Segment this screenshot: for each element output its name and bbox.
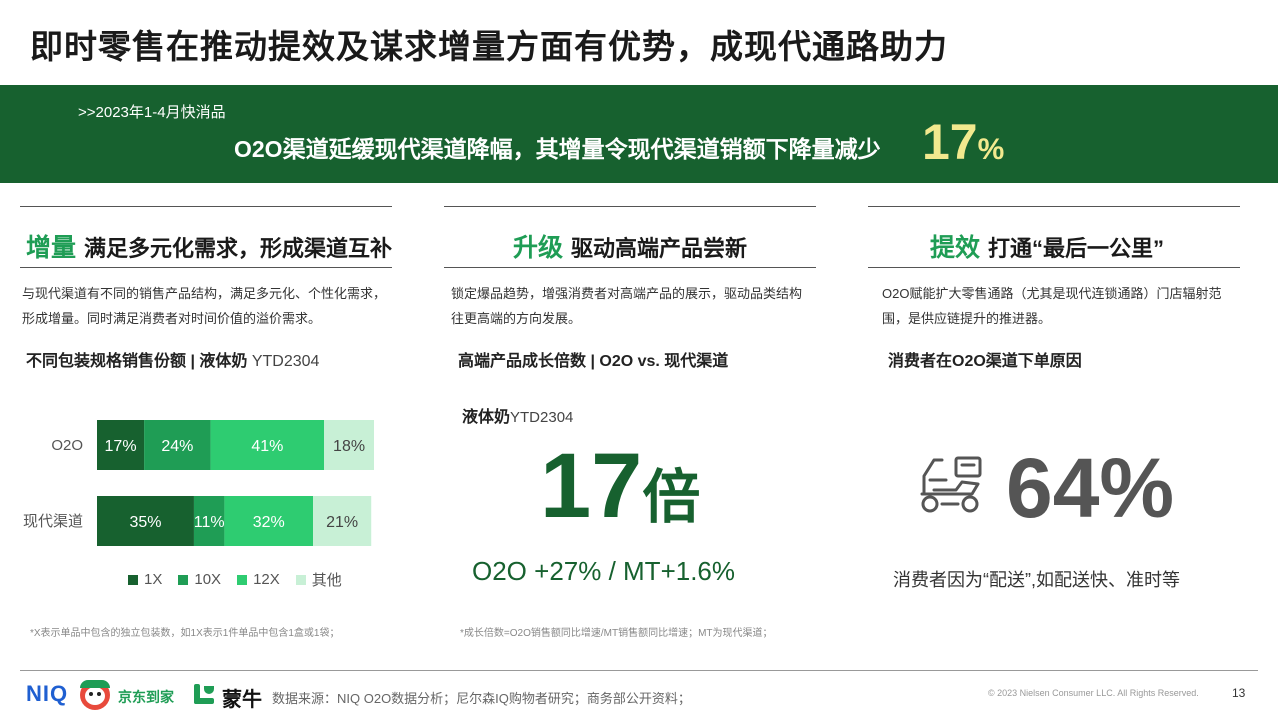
col2-top-rule [444, 206, 816, 207]
col1-top-rule [20, 206, 392, 207]
col1-footnote: *X表示单品中包含的独立包装数，如1X表示1件单品中包含1盒或1袋； [30, 628, 340, 639]
data-label: 32% [253, 514, 285, 531]
mengniu-logo: 蒙牛 [222, 689, 262, 711]
bar-segment [324, 420, 374, 470]
col2-footnote: *成长倍数=O2O销售额同比增速/MT销售额同比增速；MT为现代渠道； [460, 628, 773, 639]
data-label: 17% [105, 438, 137, 455]
col2-product-name: 液体奶 [462, 409, 511, 426]
bar-segment [313, 496, 372, 546]
legend-label: 其他 [311, 572, 342, 589]
col3-top-rule [868, 206, 1240, 207]
col3-heading: 提效 打通“最后一公里” [930, 228, 1164, 264]
col2-chart-title: 高端产品成长倍数 | O2O vs. 现代渠道 [458, 353, 729, 370]
col1-chart-title-period: YTD2304 [247, 353, 320, 370]
col1-bottom-rule [20, 267, 392, 268]
data-source: 数据来源：NIQ O2O数据分析；尼尔森IQ购物者研究；商务部公开资料； [272, 691, 691, 706]
headline-banner [0, 85, 1278, 183]
delivery-scooter-icon [920, 456, 982, 513]
growth-multiple-unit: 倍 [642, 465, 701, 530]
footer-rule [20, 670, 1258, 671]
legend-swatch [128, 574, 138, 585]
data-label: 35% [129, 514, 161, 531]
col3-keyword: 提效 [930, 234, 981, 262]
data-label: 21% [326, 514, 358, 531]
legend-swatch [237, 574, 248, 585]
chart-bars: O2O 17% 24% 41% 18% 现代渠道 35% 11% 32% 21% [23, 420, 374, 546]
legend-label: 1X [144, 571, 163, 588]
banner-subtitle: >>2023年1-4月快消品 [78, 104, 226, 121]
legend-swatch [295, 574, 306, 585]
col2-heading-text: 驱动高端产品尝新 [571, 236, 748, 261]
delivery-reason-percentage: 64% [1006, 441, 1175, 535]
category-label: 现代渠道 [23, 513, 83, 530]
col1-heading: 增量 满足多元化需求，形成渠道互补 [26, 228, 392, 264]
growth-multiple: 17倍 [540, 436, 700, 548]
jd-daojia-mascot-icon [80, 680, 110, 710]
legend-swatch [178, 574, 189, 585]
growth-multiple-number: 17 [540, 435, 643, 537]
page-title: 即时零售在推动提效及谋求增量方面有优势，成现代通路助力 [30, 28, 948, 65]
bar-segment [210, 420, 325, 470]
bar-segment [144, 420, 211, 470]
stacked-bar-chart: O2O 17% 24% 41% 18% 现代渠道 35% 11% 32% 21% [23, 420, 374, 546]
col1-heading-text: 满足多元化需求，形成渠道互补 [84, 236, 393, 261]
legend-item: 12X [237, 571, 280, 588]
banner-pct-number: 17 [922, 114, 978, 170]
col3-bottom-rule [868, 267, 1240, 268]
col1-chart-title: 不同包装规格销售份额 | 液体奶 YTD2304 [26, 347, 319, 371]
growth-comparison: O2O +27% / MT+1.6% [472, 556, 736, 586]
category-label: O2O [51, 437, 83, 454]
niq-logo: NIQ [26, 681, 69, 706]
col2-bottom-rule [444, 267, 816, 268]
legend-label: 12X [253, 571, 280, 588]
data-label: 41% [251, 438, 283, 455]
banner-headline: O2O渠道延缓现代渠道降幅，其增量令现代渠道销额下降量减少 [234, 136, 881, 162]
col2-keyword: 升级 [513, 234, 564, 262]
col3-description: O2O赋能扩大零售通路（尤其是现代连锁通路）门店辐射范围，是供应链提升的推进器。 [882, 286, 1222, 326]
copyright: © 2023 Nielsen Consumer LLC. All Rights … [988, 688, 1199, 698]
data-label: 24% [161, 438, 193, 455]
bar-segment [97, 496, 194, 546]
bar-segment [193, 496, 225, 546]
bar-segment [224, 496, 314, 546]
legend-item: 10X [178, 571, 221, 588]
col1-keyword: 增量 [26, 234, 77, 262]
col1-chart-title-bold: 不同包装规格销售份额 | 液体奶 [26, 353, 248, 370]
data-label: 18% [333, 438, 365, 455]
jd-daojia-logo: 京东到家 [118, 689, 174, 705]
chart-legend: 1X 10X 12X 其他 [128, 569, 358, 590]
bar-segment [97, 420, 145, 470]
col2-heading: 升级 驱动高端产品尝新 [513, 228, 747, 264]
banner-percentage: 17% [922, 114, 1004, 178]
col2-product-label: 液体奶YTD2304 [462, 403, 573, 427]
legend-item: 其他 [295, 569, 342, 590]
col1-description: 与现代渠道有不同的销售产品结构，满足多元化、个性化需求，形成增量。同时满足消费者… [22, 286, 387, 326]
legend-label: 10X [194, 571, 222, 588]
col3-chart-title: 消费者在O2O渠道下单原因 [888, 353, 1082, 370]
col2-description: 锁定爆品趋势，增强消费者对高端产品的展示，驱动品类结构往更高端的方向发展。 [451, 286, 803, 326]
legend-item: 1X [128, 571, 162, 588]
delivery-reason-text: 消费者因为“配送”,如配送快、准时等 [893, 570, 1180, 590]
data-label: 11% [194, 514, 225, 531]
mengniu-logo-icon [194, 684, 216, 706]
col2-product-period: YTD2304 [510, 409, 574, 426]
col3-heading-text: 打通“最后一公里” [988, 236, 1165, 261]
banner-pct-sign: % [977, 133, 1005, 166]
page-number: 13 [1232, 686, 1246, 700]
